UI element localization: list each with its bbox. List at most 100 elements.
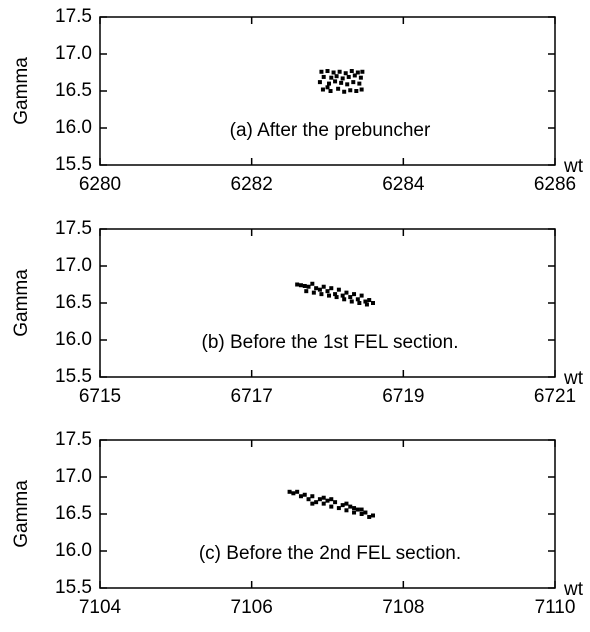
- point: [317, 497, 322, 502]
- point: [317, 287, 322, 292]
- point: [352, 292, 357, 297]
- point: [334, 295, 339, 300]
- point: [325, 498, 330, 503]
- x-axis-label: wt: [563, 156, 584, 177]
- point: [325, 69, 330, 74]
- x-tick-label: 6282: [231, 174, 273, 195]
- plot-frame: [99, 16, 556, 166]
- point: [367, 298, 372, 303]
- point: [295, 282, 300, 287]
- point: [304, 289, 309, 294]
- point: [333, 79, 338, 84]
- point: [355, 70, 360, 75]
- plot-frame: [99, 439, 556, 589]
- point: [287, 489, 292, 494]
- point: [327, 293, 332, 298]
- y-tick-label: 16.0: [55, 540, 92, 561]
- point: [329, 504, 334, 509]
- x-tick-label: 7106: [231, 597, 273, 618]
- point: [359, 87, 364, 92]
- y-tick-label: 16.5: [55, 292, 92, 313]
- point: [363, 510, 368, 515]
- point: [321, 501, 326, 506]
- point: [371, 301, 375, 305]
- y-tick-label: 15.5: [55, 366, 92, 387]
- x-tick-label: 6286: [534, 174, 576, 195]
- point: [325, 289, 330, 294]
- point: [327, 81, 332, 86]
- y-axis-label: Gamma: [11, 57, 32, 125]
- x-tick-label: 6284: [382, 174, 425, 195]
- point: [357, 301, 362, 305]
- point: [355, 297, 360, 302]
- point: [311, 290, 316, 295]
- point: [321, 74, 326, 79]
- annotation: (c) Before the 2nd FEL section.: [199, 543, 461, 564]
- point: [342, 297, 347, 302]
- point: [319, 292, 324, 297]
- y-tick-label: 15.5: [55, 154, 92, 175]
- point: [344, 290, 349, 295]
- point: [359, 293, 364, 298]
- point: [351, 80, 356, 85]
- point: [336, 287, 341, 292]
- point: [349, 299, 354, 304]
- y-tick-label: 16.5: [55, 80, 92, 101]
- point: [337, 69, 342, 74]
- point: [314, 500, 319, 505]
- point: [302, 283, 307, 288]
- point: [348, 295, 353, 300]
- point: [343, 71, 348, 76]
- point: [298, 494, 303, 499]
- point: [317, 80, 322, 85]
- plot-frame: [99, 228, 556, 378]
- point: [359, 507, 364, 512]
- point: [302, 492, 307, 497]
- y-tick-label: 16.0: [55, 117, 92, 138]
- point: [342, 89, 347, 94]
- y-tick-label: 16.0: [55, 329, 92, 350]
- point: [371, 513, 375, 518]
- y-tick-label: 17.0: [55, 466, 92, 487]
- point: [298, 283, 303, 288]
- point: [348, 504, 353, 509]
- x-tick-label: 6721: [534, 386, 576, 407]
- point: [328, 89, 333, 93]
- point: [306, 284, 311, 289]
- point: [321, 284, 326, 289]
- point: [354, 89, 359, 93]
- y-axis-label: Gamma: [11, 269, 32, 337]
- x-axis-label: wt: [563, 368, 584, 389]
- point: [333, 500, 338, 505]
- point: [306, 497, 311, 502]
- point: [364, 302, 369, 307]
- y-tick-label: 16.5: [55, 503, 92, 524]
- point: [295, 489, 300, 494]
- point: [310, 281, 315, 286]
- x-tick-label: 7104: [79, 597, 122, 618]
- annotation: (b) Before the 1st FEL section.: [202, 332, 459, 353]
- y-tick-label: 17.0: [55, 255, 92, 276]
- x-tick-label: 7108: [382, 597, 424, 618]
- y-axis-label: Gamma: [11, 480, 32, 548]
- point: [357, 81, 362, 86]
- point: [291, 491, 296, 496]
- point: [336, 86, 341, 91]
- point: [348, 88, 353, 93]
- point: [329, 75, 334, 80]
- point: [329, 286, 334, 291]
- x-tick-label: 7110: [535, 597, 576, 618]
- x-tick-label: 6280: [79, 174, 121, 195]
- point: [329, 497, 334, 502]
- point: [336, 506, 341, 511]
- point: [320, 87, 325, 92]
- x-axis-label: wt: [563, 579, 584, 600]
- point: [363, 299, 368, 304]
- point: [334, 74, 339, 79]
- y-tick-label: 17.0: [55, 43, 92, 64]
- y-tick-label: 17.5: [55, 218, 92, 239]
- y-tick-label: 17.5: [55, 429, 92, 450]
- y-tick-label: 15.5: [55, 577, 92, 598]
- point: [360, 69, 365, 74]
- point: [310, 494, 315, 499]
